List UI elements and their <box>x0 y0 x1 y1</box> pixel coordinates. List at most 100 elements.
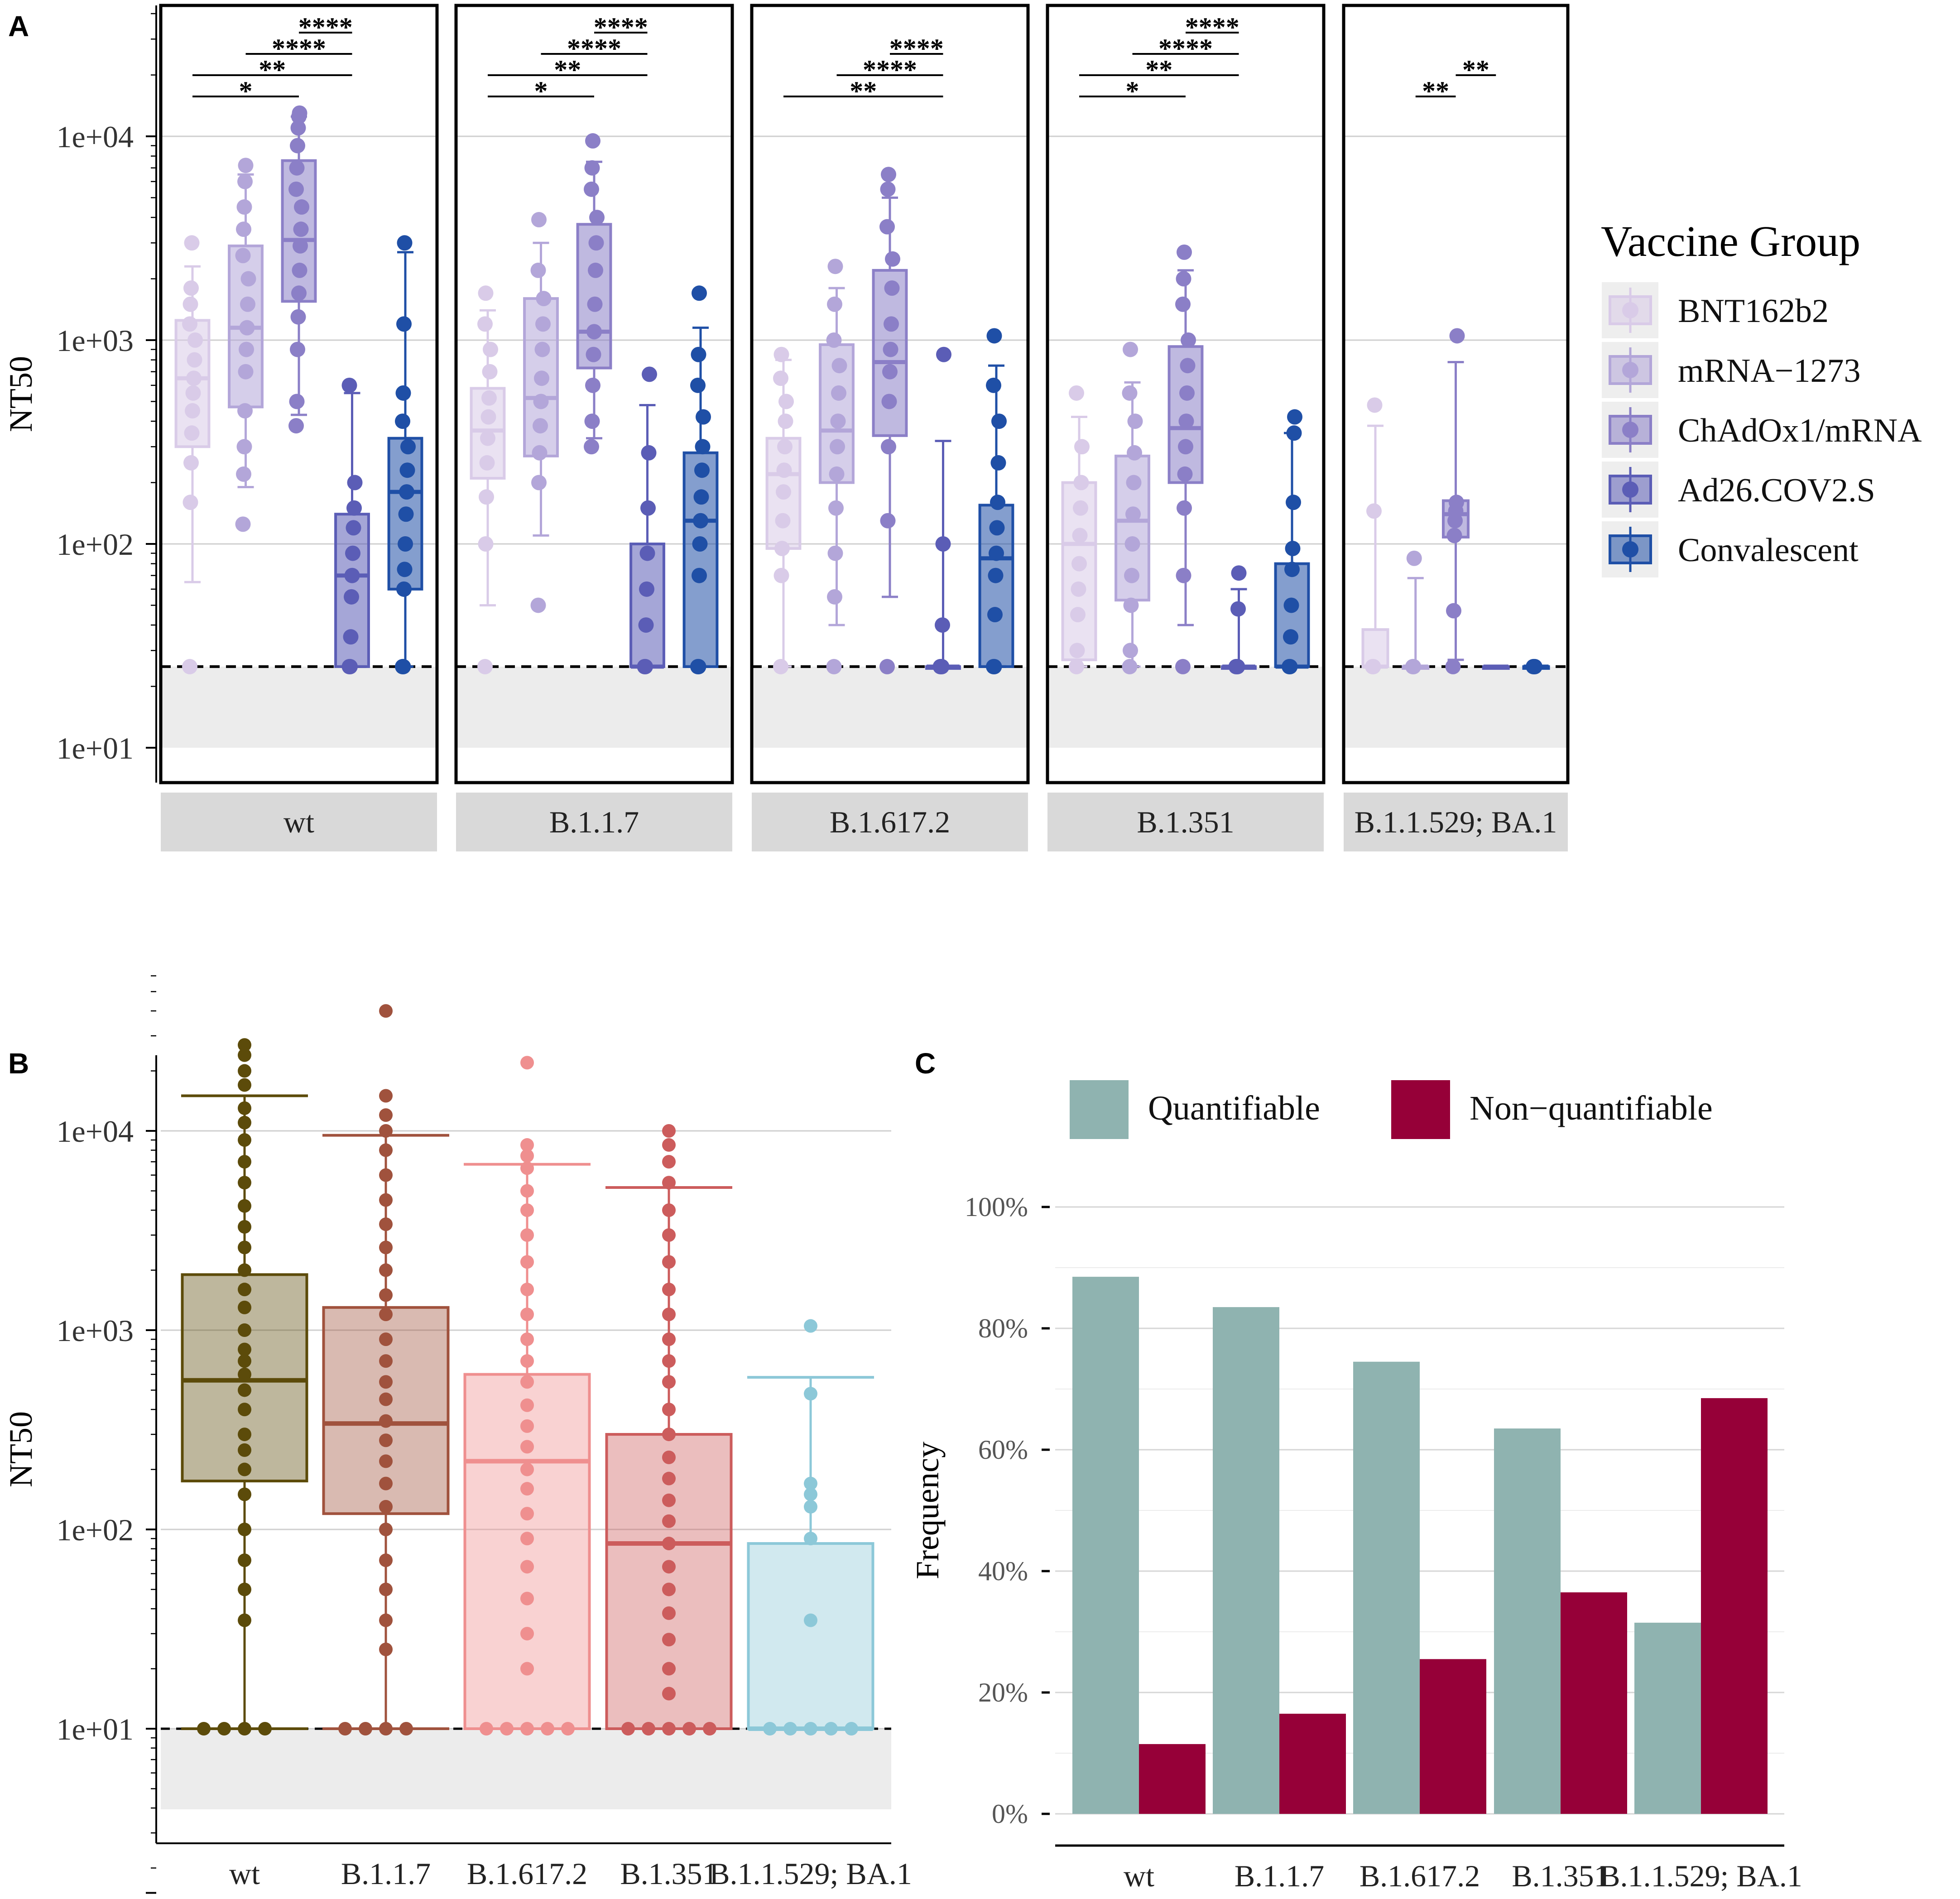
facet-frame <box>1046 4 1326 784</box>
data-point <box>379 1582 393 1596</box>
below-detection-band <box>456 666 732 748</box>
data-point <box>639 545 655 561</box>
data-point <box>520 1203 534 1217</box>
data-point <box>1180 358 1196 374</box>
data-point <box>238 364 254 380</box>
data-point <box>773 370 788 386</box>
data-point <box>482 364 498 380</box>
data-point <box>1176 271 1191 287</box>
legend-key-point <box>1622 302 1638 318</box>
significance-label: **** <box>1158 34 1213 63</box>
data-point <box>238 1582 251 1596</box>
data-point <box>662 1332 676 1346</box>
bar-non-quantifiable <box>1279 1713 1346 1814</box>
data-point <box>1181 332 1196 348</box>
data-point <box>344 589 359 605</box>
data-point <box>662 1662 676 1676</box>
data-point <box>693 513 708 529</box>
data-point <box>238 1487 251 1501</box>
data-point <box>396 316 412 332</box>
data-point <box>1123 597 1139 613</box>
data-point <box>379 1500 393 1514</box>
legend-key-non-quantifiable <box>1391 1080 1450 1139</box>
data-point <box>640 500 656 516</box>
panel-c-legend: Quantifiable Non−quantifiable <box>1070 1080 1713 1139</box>
data-point <box>398 536 413 552</box>
data-point <box>662 1514 676 1528</box>
data-point <box>379 1143 393 1157</box>
legend-label: Ad26.COV2.S <box>1678 472 1875 509</box>
data-point <box>1449 328 1465 344</box>
facet-strip <box>1047 793 1324 851</box>
panel-b-y-tick-label: 1e+03 <box>56 1313 134 1348</box>
legend-key-point <box>1622 481 1638 498</box>
data-point <box>520 1283 534 1297</box>
panel-c-y-axis-label: Frequency <box>909 1442 946 1579</box>
data-point <box>1177 500 1192 516</box>
legend-title: Vaccine Group <box>1601 217 1860 265</box>
data-point <box>990 495 1005 510</box>
data-point <box>936 346 951 362</box>
data-point <box>1175 296 1191 312</box>
data-point <box>692 285 707 301</box>
data-point <box>520 1056 534 1070</box>
data-point <box>520 1255 534 1269</box>
box-bnt162b2 <box>470 285 506 674</box>
data-point <box>662 1560 676 1574</box>
data-point <box>379 1124 393 1138</box>
data-point <box>1126 475 1142 490</box>
bar-quantifiable <box>1494 1428 1561 1814</box>
data-point <box>187 332 203 348</box>
data-point <box>238 1220 251 1234</box>
data-point <box>395 385 411 401</box>
data-point <box>478 285 494 301</box>
panel-b-y-tick-label: 1e+01 <box>56 1712 134 1746</box>
bar-non-quantifiable <box>1701 1398 1768 1814</box>
data-point <box>359 1722 372 1736</box>
data-point <box>692 567 707 583</box>
panel-a-legend: Vaccine Group BNT162b2 mRNA−1273 ChAdOx1/m… <box>1601 217 1922 577</box>
data-point <box>1449 495 1464 510</box>
data-point <box>291 285 307 301</box>
data-point <box>691 346 706 362</box>
significance-label: * <box>534 76 548 106</box>
legend-key-quantifiable <box>1070 1080 1129 1139</box>
facet-frame <box>159 4 439 784</box>
data-point <box>1284 562 1300 577</box>
data-point <box>534 370 549 386</box>
data-point <box>831 385 846 401</box>
data-point <box>775 513 791 529</box>
panel-b-x-tick-label: B.1.1.7 <box>341 1856 431 1891</box>
data-point <box>1287 409 1302 425</box>
data-point <box>830 439 845 455</box>
data-point <box>238 1613 251 1627</box>
data-point <box>480 409 496 425</box>
data-point <box>845 1722 858 1736</box>
data-point <box>184 235 200 251</box>
data-point <box>483 341 498 357</box>
significance-label: **** <box>594 12 648 42</box>
data-point <box>662 1471 676 1486</box>
data-point <box>662 1450 676 1464</box>
legend-label-non-quantifiable: Non−quantifiable <box>1470 1089 1713 1127</box>
data-point <box>396 581 412 597</box>
below-detection-band <box>161 1729 891 1809</box>
data-point <box>804 1319 817 1333</box>
panel-a-facet: ***********wt <box>159 4 439 851</box>
data-point <box>520 1332 534 1346</box>
data-point <box>338 1722 352 1736</box>
data-point <box>238 1553 251 1567</box>
data-point <box>290 138 305 154</box>
box-chadox1-mrna <box>576 133 612 455</box>
data-point <box>238 1323 251 1337</box>
data-point <box>881 167 896 183</box>
box-ad26-cov2-s <box>1221 565 1257 674</box>
data-point <box>238 1283 251 1297</box>
below-detection-band <box>1344 666 1568 748</box>
panel-b-y-tick-label: 1e+04 <box>56 1114 134 1149</box>
data-point <box>879 219 895 235</box>
data-point <box>696 409 711 425</box>
data-point <box>831 358 847 374</box>
data-point <box>520 1184 534 1198</box>
legend-label-quantifiable: Quantifiable <box>1148 1089 1320 1127</box>
